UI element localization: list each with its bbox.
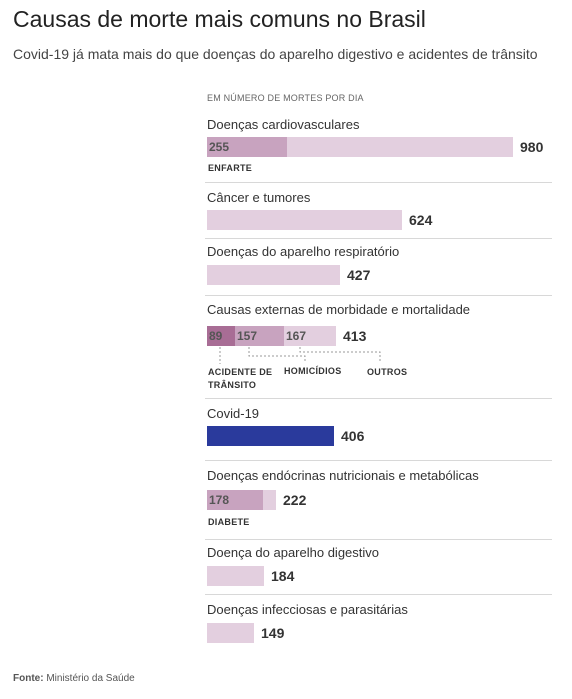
segment-value-label: 255: [209, 140, 230, 154]
source-prefix: Fonte:: [13, 673, 44, 684]
bar-segment: [284, 326, 336, 346]
category-label: Doenças endócrinas nutricionais e metabó…: [207, 468, 479, 483]
source-note: Fonte: Ministério da Saúde: [13, 673, 135, 684]
segment-label-acidente: ACIDENTE DE: [208, 367, 273, 377]
unit-label: EM NÚMERO DE MORTES POR DIA: [207, 93, 364, 103]
bar-total: [207, 623, 254, 643]
leader-line: [299, 347, 381, 362]
category-label: Doença do aparelho digestivo: [207, 545, 380, 560]
segment-value-label: 89: [209, 329, 223, 343]
category-label: Doenças infecciosas e parasitárias: [207, 602, 408, 617]
segment-value-label: 178: [209, 493, 230, 507]
bar-value-label: 624: [409, 212, 433, 228]
segment-value-label: 167: [286, 329, 307, 343]
bar-value-label: 184: [271, 568, 295, 584]
bar-value-label: 980: [520, 139, 544, 155]
bar-total: [207, 265, 340, 285]
segment-label-enfarte: ENFARTE: [208, 163, 253, 173]
row-divider: [205, 398, 552, 399]
segment-label-homicidios: HOMICÍDIOS: [284, 366, 342, 376]
row-divider: [205, 594, 552, 595]
row-divider: [205, 295, 552, 296]
leader-line: [248, 347, 306, 362]
bar-total: [207, 210, 402, 230]
chart-title: Causas de morte mais comuns no Brasil: [13, 6, 426, 32]
category-label: Covid-19: [207, 406, 260, 421]
row-divider: [205, 460, 552, 461]
bar-value-label: 149: [261, 625, 285, 641]
bar-segment: [207, 137, 287, 157]
source-text: Ministério da Saúde: [46, 673, 135, 684]
category-label: Doenças do aparelho respiratório: [207, 244, 400, 259]
chart-subtitle: Covid-19 já mata mais do que doenças do …: [13, 46, 538, 62]
row-divider: [205, 539, 552, 540]
segment-label-transito: TRÂNSITO: [208, 380, 257, 390]
bar-value-label: 427: [347, 267, 371, 283]
segment-value-label: 157: [237, 329, 258, 343]
segment-label-outros: OUTROS: [367, 367, 408, 377]
bar-value-label: 222: [283, 492, 307, 508]
bar-value-label: 406: [341, 428, 365, 444]
bar-segment: [207, 490, 263, 510]
category-label: Câncer e tumores: [207, 190, 311, 205]
row-divider: [205, 238, 552, 239]
bar-segment: [207, 326, 235, 346]
category-label: Causas externas de morbidade e mortalida…: [207, 302, 471, 317]
bar-value-label: 413: [343, 328, 367, 344]
bar-total: [207, 426, 334, 446]
bar-total: [207, 566, 264, 586]
row-divider: [205, 182, 552, 183]
bar-segment: [235, 326, 284, 346]
category-label: Doenças cardiovasculares: [207, 117, 360, 132]
segment-label-diabete: DIABETE: [208, 517, 250, 527]
